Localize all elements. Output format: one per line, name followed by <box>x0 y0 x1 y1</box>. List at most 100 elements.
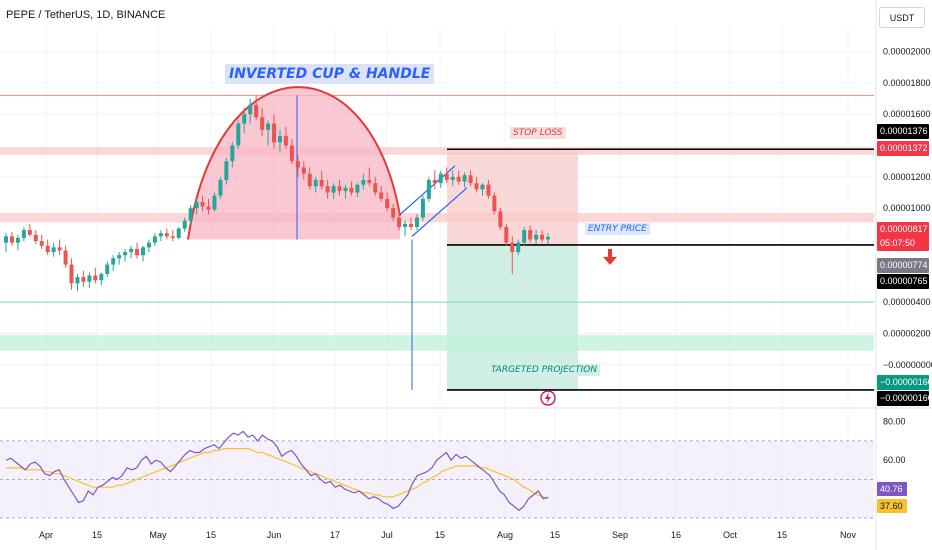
candle-body <box>188 208 193 221</box>
candle-body <box>522 230 527 243</box>
candle-body <box>331 186 336 193</box>
time-tick-label: May <box>149 530 167 540</box>
candle-body <box>379 192 384 199</box>
rsi-tick-label: 60.00 <box>883 455 906 465</box>
currency-selector[interactable]: USDT <box>879 7 925 28</box>
price-tick-label: 0.00002000 <box>883 47 931 57</box>
candle-body <box>51 247 56 253</box>
time-tick-label: Sep <box>612 530 628 540</box>
candle-body <box>117 255 122 259</box>
candle-body <box>426 179 431 199</box>
candle-body <box>140 247 145 256</box>
candle-body <box>176 228 181 238</box>
rsi-line <box>5 430 549 512</box>
support-band <box>0 335 874 351</box>
rsi-badge <box>877 499 907 513</box>
candle-body <box>164 233 169 237</box>
rsi-band <box>0 440 874 518</box>
time-tick-label: Apr <box>39 530 53 540</box>
candle-body <box>289 145 294 162</box>
candle-body <box>301 167 306 174</box>
candle-body <box>260 117 265 130</box>
candle-body <box>403 223 408 227</box>
candle-body <box>158 233 163 237</box>
candle-body <box>135 248 140 256</box>
candle-body <box>93 275 98 281</box>
price-badge <box>877 274 929 289</box>
candle-body <box>69 264 74 284</box>
candle-body <box>272 123 277 143</box>
handle-channel-bottom <box>411 187 468 237</box>
price-axis[interactable]: 0.00002000 0.00001800 0.00001600 0.00001200… <box>883 47 932 370</box>
price-badge-label: 0.00000765 <box>880 276 928 286</box>
candle-body <box>349 187 354 193</box>
price-badge <box>877 258 929 273</box>
price-badge-label: 0.00000817 <box>880 224 928 234</box>
price-badge-label: 0.00001376 <box>880 126 928 136</box>
candle-body <box>397 217 402 227</box>
candle-body <box>319 179 324 187</box>
candle-body <box>152 236 157 243</box>
candle-body <box>230 145 235 162</box>
arrow-down-icon <box>603 256 617 265</box>
candle-body <box>516 242 521 253</box>
candle-body <box>468 175 473 184</box>
price-badge <box>877 141 929 156</box>
candle-body <box>206 206 211 210</box>
price-tick-label: 0.00001600 <box>883 109 931 119</box>
candle-body <box>480 184 485 190</box>
candle-body <box>33 234 38 242</box>
candle-body <box>111 258 116 265</box>
candle-body <box>27 230 32 235</box>
candle-body <box>414 217 419 227</box>
rsi-badge-label: 40.76 <box>880 484 903 494</box>
candle-body <box>200 201 205 207</box>
candle-body <box>432 179 437 184</box>
candle-body <box>39 241 44 246</box>
price-badge <box>877 391 929 406</box>
price-tick-label: −0.00000000 <box>883 360 932 370</box>
time-axis[interactable]: Apr 15 May 15 Jun 17 Jul 15 Aug 15 Sep 16 Oct 15 Nov <box>39 530 857 540</box>
candle-body <box>63 250 68 265</box>
candle-body <box>373 183 378 193</box>
price-badge <box>877 236 929 251</box>
candle-body <box>462 175 467 182</box>
price-badge-label: 0.00000774 <box>880 260 928 270</box>
candle-body <box>546 236 550 240</box>
time-tick-label: 15 <box>92 530 102 540</box>
candle-body <box>385 198 390 209</box>
chart-title: PEPE / TetherUS, 1D, BINANCE <box>6 9 166 21</box>
rsi-badge <box>877 482 907 496</box>
candle-body <box>81 277 86 282</box>
price-tick-label: 0.00001000 <box>883 203 931 213</box>
pattern-label: INVERTED CUP & HANDLE <box>225 64 435 84</box>
rsi-ma-line <box>6 448 549 500</box>
cup-fill <box>188 87 400 240</box>
candle-body <box>409 223 414 227</box>
time-tick-label: Nov <box>840 530 857 540</box>
candle-body <box>313 179 318 187</box>
lightning-icon-bolt <box>545 392 551 404</box>
candle-body <box>474 183 479 190</box>
candle-body <box>254 104 259 118</box>
rsi-badge-label: 37.60 <box>880 501 903 511</box>
candle-body <box>438 173 443 184</box>
price-badge <box>877 124 929 139</box>
cup-arc <box>187 86 401 240</box>
candle-body <box>242 114 247 124</box>
price-tick-label: 0.00001200 <box>883 172 931 182</box>
time-tick-label: Aug <box>497 530 513 540</box>
candle-body <box>248 104 253 115</box>
stop-loss-label: STOP LOSS <box>510 127 566 139</box>
price-badge-label: 0.00001372 <box>880 143 928 153</box>
candle-body <box>450 176 455 180</box>
candle-body <box>540 234 545 240</box>
candle-body <box>444 173 449 180</box>
time-tick-label: Jul <box>381 530 393 540</box>
candle-body <box>146 242 151 248</box>
candle-body <box>266 123 271 130</box>
candle-body <box>492 195 497 212</box>
candle-body <box>105 264 110 274</box>
candle-body <box>182 220 187 229</box>
